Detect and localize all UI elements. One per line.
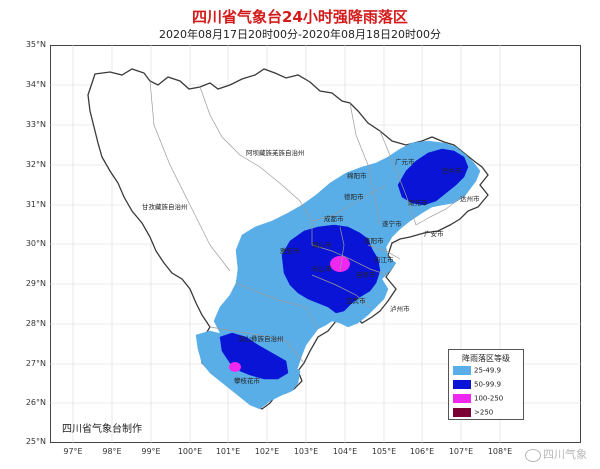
lon-label-98: 98°E [102, 447, 122, 456]
legend-item-50-99: 50-99.9 [453, 380, 501, 390]
label-panzhihua: 攀枝花市 [234, 376, 261, 385]
label-deyang: 德阳市 [344, 192, 364, 201]
lon-label-105: 105°E [371, 447, 397, 456]
label-suining: 遂宁市 [382, 219, 402, 228]
label-bazhong: 巴中市 [442, 166, 462, 175]
legend-swatch [453, 366, 471, 375]
legend-swatch [453, 394, 471, 403]
rain-legend: 降雨落区等级 25-49.9 50-99.9 100-250 >250 [448, 349, 524, 420]
lon-label-108: 108°E [487, 447, 513, 456]
legend-label: >250 [474, 408, 494, 417]
label-mianyang: 绵阳市 [347, 171, 367, 180]
label-guangan: 广安市 [424, 229, 444, 238]
lat-label-34: 34°N [25, 80, 46, 89]
lon-label-97: 97°E [63, 447, 83, 456]
lat-label-35: 35°N [25, 40, 46, 49]
legend-item-25-49: 25-49.9 [453, 366, 501, 376]
lat-label-31: 31°N [25, 200, 46, 209]
lon-label-106: 106°E [409, 447, 435, 456]
legend-label: 50-99.9 [474, 380, 502, 389]
legend-label: 100-250 [474, 394, 504, 403]
lon-label-99: 99°E [141, 447, 161, 456]
lat-label-27: 27°N [25, 359, 46, 368]
watermark: 四川气象 [525, 446, 587, 462]
lat-label-33: 33°N [25, 120, 46, 129]
label-neijiang: 内江市 [374, 255, 394, 264]
label-yaan: 雅安市 [280, 246, 300, 255]
watermark-text: 四川气象 [543, 448, 587, 461]
lat-label-29: 29°N [25, 279, 46, 288]
legend-item-100-250: 100-250 [453, 394, 503, 404]
lon-label-101: 101°E [215, 447, 241, 456]
label-nanchong: 南充市 [408, 198, 428, 207]
lat-label-28: 28°N [25, 319, 46, 328]
lon-label-103: 103°E [293, 447, 319, 456]
legend-item-over-250: >250 [453, 408, 493, 418]
label-luzhou: 泸州市 [390, 304, 410, 313]
legend-label: 25-49.9 [474, 366, 502, 375]
lon-label-100: 100°E [177, 447, 203, 456]
label-ganzi: 甘孜藏族自治州 [142, 202, 188, 211]
lat-label-26: 26°N [25, 398, 46, 407]
rain-area-100-250-central [330, 256, 350, 272]
lat-label-30: 30°N [25, 239, 46, 248]
weibo-logo-icon [525, 448, 541, 462]
inner-boundaries [149, 80, 465, 364]
rain-area-50-99-central [281, 224, 381, 314]
label-ziyang: 资阳市 [364, 236, 384, 245]
lon-label-102: 102°E [254, 447, 280, 456]
label-aba: 阿坝藏族羌族自治州 [246, 148, 305, 157]
legend-swatch [453, 408, 471, 417]
map-subtitle: 2020年08月17日20时00分-2020年08月18日20时00分 [159, 28, 441, 41]
lon-label-107: 107°E [448, 447, 474, 456]
lat-label-25: 25°N [25, 437, 46, 446]
label-liangshan: 凉山彝族自治州 [238, 334, 284, 343]
rain-area-100-250-south [229, 362, 241, 372]
label-dazhou: 达州市 [460, 194, 480, 203]
legend-title: 降雨落区等级 [462, 354, 510, 363]
label-guangyuan: 广元市 [395, 157, 415, 166]
label-leshan: 乐山市 [312, 264, 332, 273]
legend-swatch [453, 380, 471, 389]
label-zigong: 自贡市 [356, 270, 376, 279]
lat-label-32: 32°N [25, 160, 46, 169]
label-meishan: 眉山市 [312, 240, 332, 249]
label-chengdu: 成都市 [324, 214, 344, 223]
rain-area-50-99-northeast [397, 148, 469, 206]
map-title: 四川省气象台24小时强降雨落区 [192, 8, 408, 26]
rainfall-map: 阿坝藏族羌族自治州 甘孜藏族自治州 凉山彝族自治州 广元市 绵阳市 巴中市 达州… [50, 45, 581, 443]
label-yibin: 宜宾市 [346, 296, 366, 305]
producer-credit: 四川省气象台制作 [62, 424, 142, 435]
lon-label-104: 104°E [332, 447, 358, 456]
